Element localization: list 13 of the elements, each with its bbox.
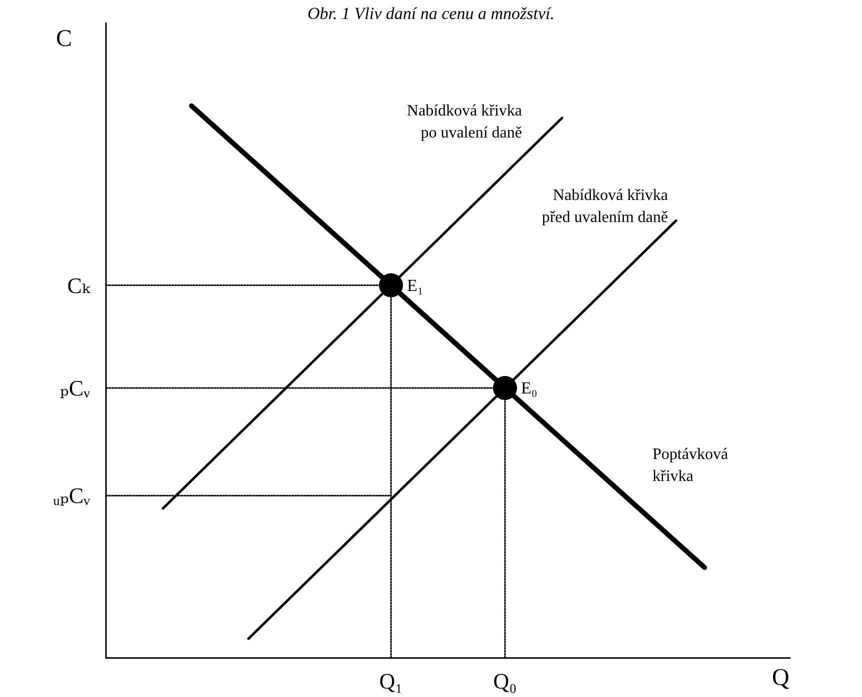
x-tick-label: Q₀	[493, 668, 517, 694]
series-label: ₚCᵥ	[60, 375, 91, 400]
x-tick-label: Q₁	[379, 668, 403, 694]
annotation: E₁	[407, 276, 424, 295]
series-label: Cₖ	[67, 272, 91, 298]
annotation: E₀	[521, 378, 538, 398]
series-label: Nabídková křivka po uvalení daně	[406, 102, 522, 142]
chart-title: Obr. 1 Vliv daní na cenu a množství.	[308, 4, 554, 23]
series-label: Nabídková křivka před uvalením daně	[542, 187, 668, 226]
y-axis-title: C	[56, 26, 72, 52]
series-label: ᵤₚCᵥ	[52, 483, 91, 508]
x-axis-title: Q	[772, 665, 790, 691]
series-label: Poptávková křivka	[652, 446, 728, 485]
